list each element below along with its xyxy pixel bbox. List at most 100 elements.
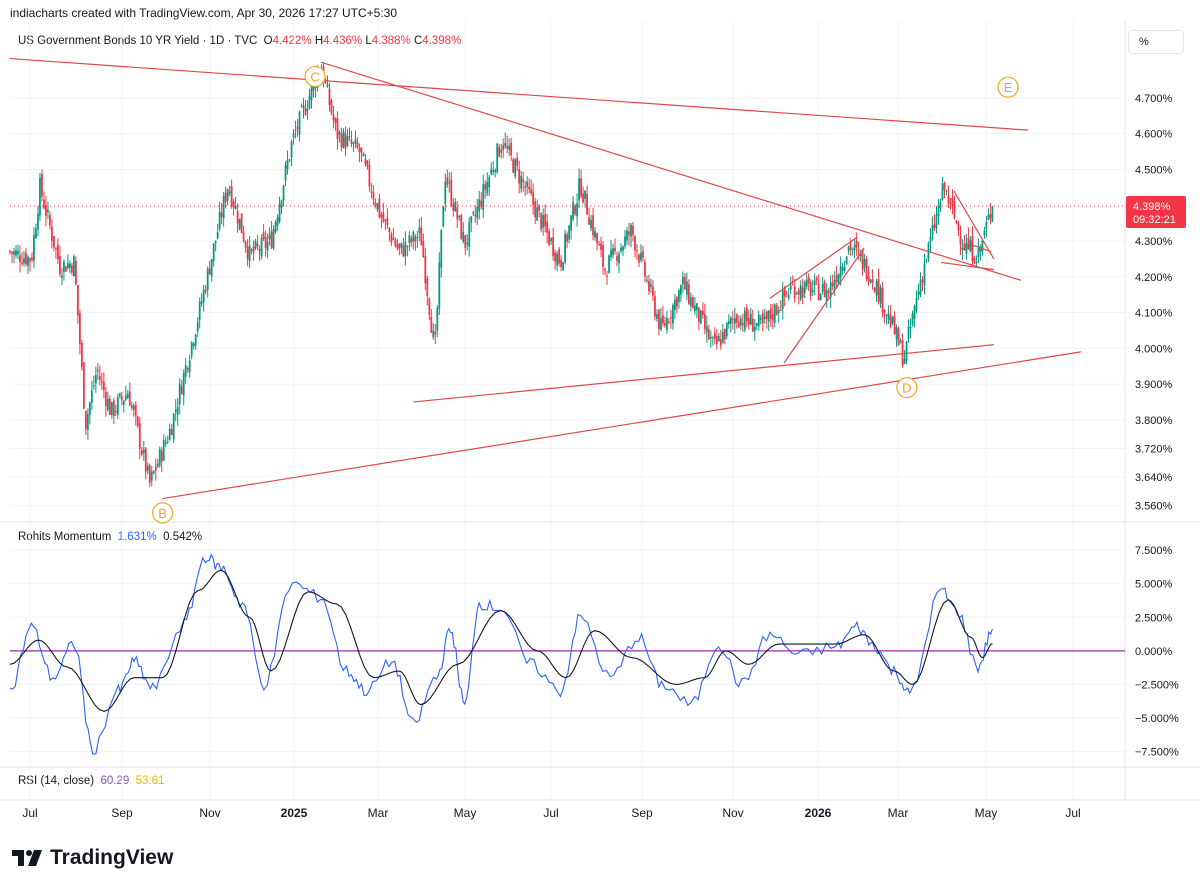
candle-body [640, 252, 642, 261]
candle-body [725, 322, 728, 337]
candle-body [120, 396, 123, 400]
candle-body [242, 232, 245, 242]
candle-body [37, 213, 39, 230]
candle-body [703, 314, 706, 329]
candle-body [789, 285, 792, 290]
candle-body [406, 246, 409, 248]
candle-body [240, 213, 243, 234]
candle-body [498, 147, 501, 157]
candle-body [268, 234, 271, 240]
candle-body [78, 312, 81, 345]
candle-body [482, 184, 485, 210]
candle-body [879, 287, 882, 304]
candle-body [578, 178, 580, 201]
candle-body [354, 139, 357, 144]
candle-body [226, 189, 229, 201]
candle-body [204, 289, 207, 292]
candle-body [450, 179, 453, 205]
candle-body [905, 341, 908, 362]
candle-body [166, 441, 169, 443]
momentum-lines [9, 553, 1125, 755]
candle-body [807, 277, 810, 284]
candle-body [797, 290, 800, 295]
candle-body [552, 237, 555, 257]
candle-body [374, 202, 377, 206]
candle-body [674, 299, 676, 310]
tradingview-logo-icon [12, 850, 42, 866]
candle-body [987, 214, 990, 220]
candle-body [364, 158, 367, 164]
candle-body [88, 402, 91, 415]
candle-body [831, 282, 834, 287]
current-price-line: 4.398%09:32:21 [10, 195, 1186, 228]
trendline [953, 190, 995, 260]
candle-body [819, 294, 822, 301]
candle-body [150, 471, 153, 481]
candle-body [164, 442, 167, 444]
candle-body [492, 170, 495, 173]
candle-body [61, 275, 63, 278]
candle-body [21, 262, 23, 264]
candle-body [907, 326, 910, 340]
candle-body [757, 314, 760, 326]
candle-body [614, 247, 616, 252]
candle-body [346, 136, 349, 146]
candle-body [466, 242, 469, 245]
candle-body [438, 262, 441, 309]
candle-body [759, 317, 762, 320]
candle-body [745, 307, 748, 321]
candle-body [959, 235, 962, 245]
candle-body [855, 241, 858, 248]
candle-body [258, 248, 261, 251]
candle-body [711, 337, 714, 339]
candle-body [376, 203, 379, 210]
candle-body [390, 233, 393, 243]
candle-body [955, 220, 958, 224]
candle-body [670, 317, 672, 319]
candle-body [414, 236, 417, 242]
candle-body [170, 428, 173, 436]
candle-body [622, 246, 624, 251]
candle-body [188, 360, 191, 373]
candle-body [705, 325, 708, 333]
candle-body [298, 111, 301, 135]
candle-body [218, 211, 221, 229]
candle-body [358, 148, 361, 153]
candle-body [737, 321, 740, 328]
candle-body [496, 143, 499, 173]
candle-body [695, 303, 698, 311]
candle-body [935, 214, 938, 229]
candle-body [943, 182, 946, 191]
candle-body [875, 281, 878, 296]
candle-body [951, 198, 954, 206]
candle-body [208, 269, 211, 275]
candle-body [658, 310, 660, 330]
candle-body [174, 409, 177, 412]
candle-body [102, 381, 105, 391]
price-tick-label: 4.500% [1135, 164, 1173, 176]
momentum-tick-label: −7.500% [1135, 747, 1179, 759]
candle-body [510, 142, 513, 156]
candle-body [765, 311, 768, 320]
candle-body [59, 256, 61, 275]
symbol-name[interactable]: US Government Bonds 10 YR Yield · 1D · T… [18, 35, 258, 47]
momentum-tick-label: 5.000% [1135, 579, 1173, 591]
candle-body [823, 281, 826, 298]
trendline [769, 236, 858, 299]
candle-body [72, 256, 75, 277]
candle-body [142, 449, 145, 454]
candle-body [96, 369, 99, 372]
tradingview-logo[interactable]: TradingView [12, 846, 173, 870]
candle-body [859, 254, 862, 257]
candle-body [857, 249, 860, 252]
candle-body [53, 235, 55, 248]
candle-body [326, 84, 329, 87]
candle-body [300, 106, 303, 108]
candle-body [851, 248, 854, 250]
candle-body [296, 126, 299, 130]
x-tick-label: 2025 [281, 806, 308, 820]
percent-scale-button[interactable]: % [1128, 30, 1184, 54]
candle-body [386, 218, 389, 225]
candle-body [384, 219, 387, 221]
